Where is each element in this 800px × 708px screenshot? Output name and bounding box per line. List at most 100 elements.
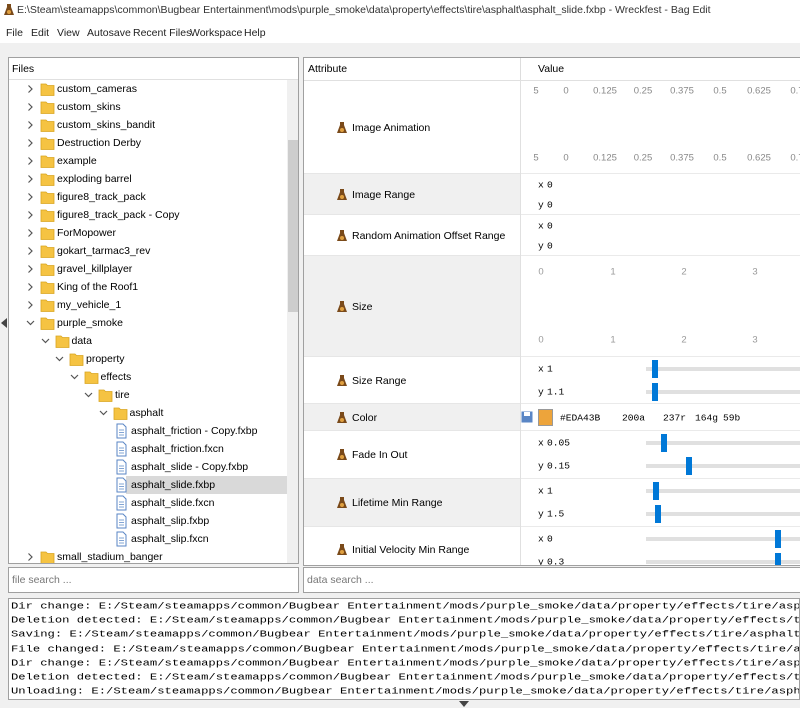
- tree-label[interactable]: Destruction Derby: [57, 137, 142, 149]
- tree-label[interactable]: gravel_killplayer: [57, 263, 133, 275]
- folder-icon[interactable]: [26, 261, 56, 277]
- file-icon[interactable]: [113, 531, 143, 547]
- attribute-name[interactable]: Image Animation: [352, 121, 431, 134]
- expand-arrow[interactable]: [28, 247, 33, 255]
- tree-label[interactable]: asphalt_friction.fxcn: [131, 443, 224, 455]
- menu-item[interactable]: Workspace: [190, 27, 243, 39]
- data-search[interactable]: data search ...: [303, 567, 800, 593]
- file-icon[interactable]: [113, 513, 143, 529]
- folder-icon[interactable]: [26, 117, 56, 133]
- tree-label[interactable]: custom_cameras: [57, 83, 137, 95]
- expand-arrow[interactable]: [28, 193, 33, 201]
- slider-thumb[interactable]: [655, 505, 661, 523]
- axis-value[interactable]: 0: [547, 199, 553, 211]
- axis-value[interactable]: 0: [547, 220, 553, 232]
- tree-label[interactable]: asphalt_slip.fxcn: [131, 533, 209, 545]
- menu-item[interactable]: Recent Files: [133, 27, 192, 39]
- slider-thumb[interactable]: [661, 434, 667, 452]
- axis-value[interactable]: 0.15: [547, 460, 571, 472]
- collapse-arrow[interactable]: [41, 338, 49, 344]
- tree-label[interactable]: asphalt: [129, 407, 164, 419]
- slider-thumb[interactable]: [775, 530, 781, 548]
- expand-arrow[interactable]: [28, 229, 33, 237]
- file-icon[interactable]: [113, 459, 143, 475]
- folder-icon[interactable]: [84, 387, 114, 403]
- collapse-arrow[interactable]: [26, 320, 35, 326]
- tree-label[interactable]: ForMopower: [57, 227, 116, 239]
- menu-item[interactable]: File: [6, 27, 23, 39]
- tree-label[interactable]: small_stadium_banger: [57, 551, 163, 563]
- axis-value[interactable]: 1.5: [547, 508, 565, 520]
- slider-thumb[interactable]: [686, 457, 692, 475]
- attribute-name[interactable]: Fade In Out: [352, 449, 408, 461]
- tree-label[interactable]: data: [71, 335, 92, 347]
- slider-thumb[interactable]: [652, 383, 658, 401]
- tree-label[interactable]: purple_smoke: [57, 317, 123, 329]
- folder-icon[interactable]: [55, 351, 85, 367]
- axis-value[interactable]: 1: [547, 363, 553, 375]
- folder-icon[interactable]: [26, 171, 56, 187]
- folder-icon[interactable]: [26, 315, 56, 331]
- expand-arrow[interactable]: [28, 553, 33, 561]
- folder-icon[interactable]: [26, 189, 56, 205]
- attribute-name[interactable]: Size: [352, 300, 373, 313]
- folder-icon[interactable]: [26, 99, 56, 115]
- tree-label[interactable]: gokart_tarmac3_rev: [57, 245, 151, 257]
- folder-icon[interactable]: [26, 81, 56, 97]
- folder-icon[interactable]: [26, 207, 56, 223]
- tree-label[interactable]: figure8_track_pack - Copy: [57, 209, 180, 221]
- expand-arrow[interactable]: [28, 85, 33, 93]
- slider-thumb[interactable]: [653, 482, 659, 500]
- expand-arrow[interactable]: [28, 121, 33, 129]
- expand-arrow[interactable]: [28, 265, 33, 273]
- collapse-arrow[interactable]: [84, 392, 93, 398]
- tree-label[interactable]: effects: [100, 371, 132, 383]
- axis-value[interactable]: 0: [547, 179, 553, 191]
- tree-label[interactable]: tire: [115, 389, 130, 401]
- file-icon[interactable]: [113, 441, 143, 457]
- folder-icon[interactable]: [99, 405, 129, 421]
- expand-arrow[interactable]: [28, 211, 33, 219]
- axis-value[interactable]: 0: [547, 240, 553, 252]
- tree-label[interactable]: example: [57, 155, 97, 167]
- tree-label[interactable]: custom_skins_bandit: [57, 119, 156, 131]
- attribute-name[interactable]: Size Range: [352, 374, 407, 387]
- file-icon[interactable]: [113, 477, 143, 493]
- tree-label[interactable]: my_vehicle_1: [57, 299, 122, 311]
- axis-value[interactable]: 1.1: [547, 386, 565, 398]
- tree-label[interactable]: figure8_track_pack: [57, 191, 146, 203]
- tree-label[interactable]: property: [86, 353, 125, 365]
- slider-thumb[interactable]: [652, 360, 658, 378]
- tree-label[interactable]: asphalt_slide.fxbp: [131, 479, 216, 491]
- folder-icon[interactable]: [26, 135, 56, 151]
- expand-arrow[interactable]: [28, 283, 33, 291]
- expand-arrow[interactable]: [28, 103, 33, 111]
- tree-label[interactable]: asphalt_slide.fxcn: [131, 497, 215, 509]
- menu-item[interactable]: Autosave: [87, 27, 131, 39]
- folder-icon[interactable]: [70, 369, 100, 385]
- attribute-name[interactable]: Initial Velocity Min Range: [352, 543, 470, 556]
- expand-arrow[interactable]: [28, 157, 33, 165]
- slider-thumb[interactable]: [775, 553, 781, 565]
- expand-arrow[interactable]: [28, 175, 33, 183]
- splitter-arrow[interactable]: [459, 701, 469, 707]
- expand-arrow[interactable]: [28, 301, 33, 309]
- tree-label[interactable]: exploding barrel: [57, 173, 132, 185]
- tree-label[interactable]: King of the Roof1: [57, 281, 139, 293]
- folder-icon[interactable]: [26, 279, 56, 295]
- folder-icon[interactable]: [41, 333, 71, 349]
- attribute-name[interactable]: Lifetime Min Range: [352, 497, 443, 509]
- folder-icon[interactable]: [26, 297, 56, 313]
- color-swatch[interactable]: [538, 408, 553, 426]
- collapse-arrow[interactable]: [55, 356, 64, 362]
- folder-icon[interactable]: [26, 549, 56, 564]
- splitter-arrow[interactable]: [1, 318, 8, 328]
- menu-item[interactable]: View: [57, 27, 80, 39]
- collapse-arrow[interactable]: [70, 374, 78, 380]
- folder-icon[interactable]: [26, 153, 56, 169]
- menu-item[interactable]: Edit: [31, 27, 50, 39]
- scrollbar-thumb[interactable]: [288, 140, 298, 312]
- collapse-arrow[interactable]: [99, 410, 107, 416]
- file-search[interactable]: file search ...: [8, 567, 299, 593]
- axis-value[interactable]: 1: [547, 485, 553, 497]
